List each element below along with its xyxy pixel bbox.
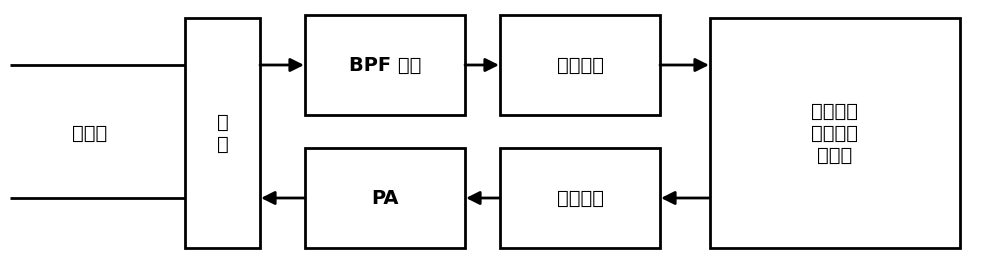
Text: 耦
合: 耦 合 — [217, 113, 228, 153]
Bar — [305, 148, 465, 248]
Text: BPF 滤波: BPF 滤波 — [349, 56, 421, 74]
Text: 片外滤波: 片外滤波 — [556, 189, 604, 207]
Bar — [185, 18, 260, 248]
Bar — [710, 18, 960, 248]
Bar — [500, 148, 660, 248]
Bar — [500, 15, 660, 115]
Text: 电力线: 电力线 — [72, 123, 108, 143]
Text: PA: PA — [371, 189, 399, 207]
Text: 保护电路: 保护电路 — [556, 56, 604, 74]
Bar — [305, 15, 465, 115]
Text: 调制、解
调、信号
处理等: 调制、解 调、信号 处理等 — [812, 102, 858, 164]
